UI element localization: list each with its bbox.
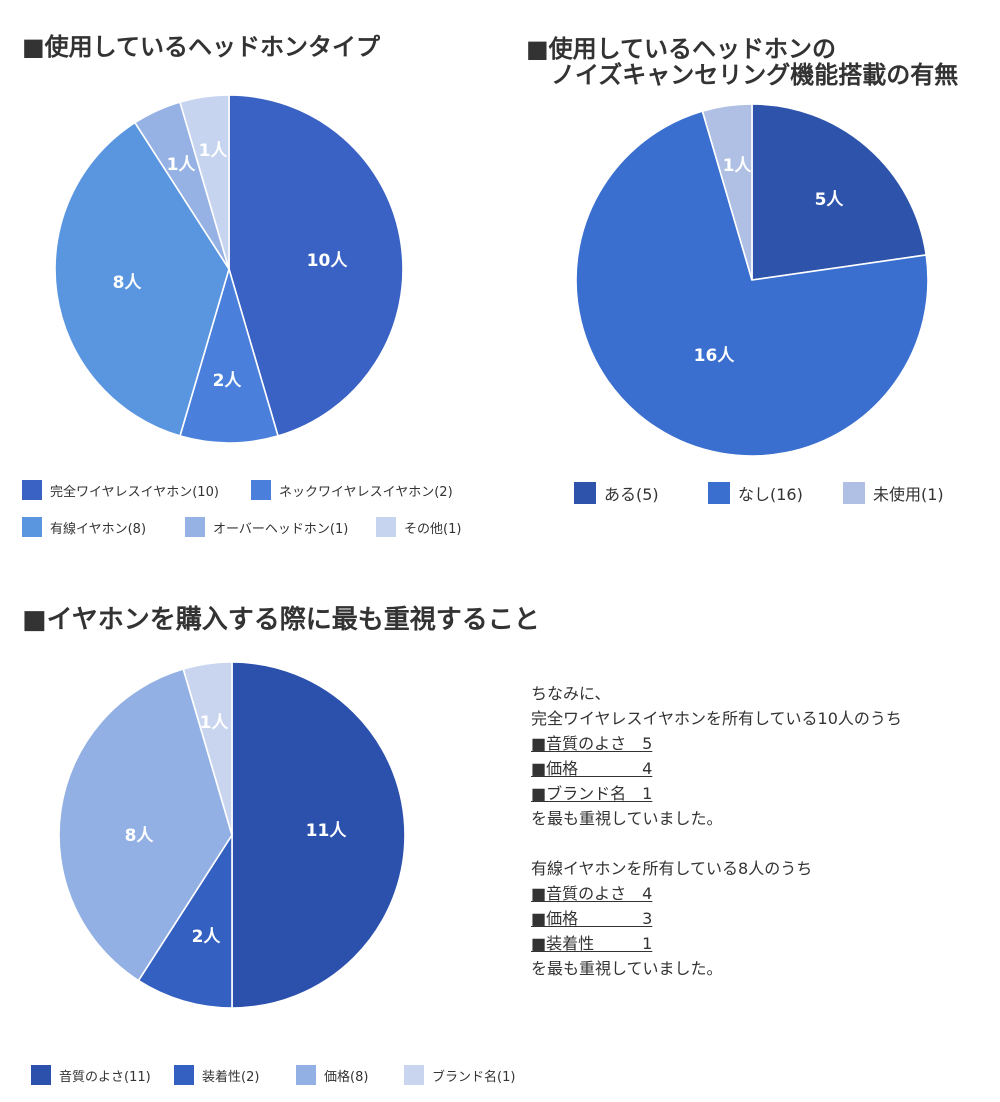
legend-item-2: ネックワイヤレスイヤホン(2) (251, 480, 453, 500)
legend-swatch (708, 482, 730, 504)
slice-label-3: 8人 (113, 273, 143, 293)
legend-swatch (376, 517, 396, 537)
legend-swatch (185, 517, 205, 537)
note-text-block: ちなみに、完全ワイヤレスイヤホンを所有している10人のうち ■音質のよさ 5 ■価格… (531, 681, 902, 981)
legend-swatch (296, 1065, 316, 1085)
legend-item-4: オーバーヘッドホン(1) (185, 517, 348, 537)
slice-label-1: 10人 (307, 251, 349, 271)
legend-swatch (843, 482, 865, 504)
legend-label: なし(16) (738, 485, 803, 504)
slice-label-2: 2人 (192, 927, 222, 947)
legend-label: その他(1) (404, 521, 462, 537)
legend-item-2: なし(16) (708, 481, 803, 505)
legend-swatch (22, 480, 42, 500)
pie-slice-1 (231, 661, 406, 1009)
note-line: ■価格 4 (531, 759, 653, 778)
slice-label-2: 2人 (213, 371, 243, 391)
legend-label: ブランド名(1) (432, 1069, 516, 1085)
slice-label-1: 11人 (306, 821, 348, 841)
legend-label: 有線イヤホン(8) (50, 521, 147, 537)
legend-label: 完全ワイヤレスイヤホン(10) (50, 484, 219, 500)
pie-slice-1 (751, 103, 928, 281)
legend-swatch (174, 1065, 194, 1085)
note-line: 有線イヤホンを所有している8人のうち (531, 859, 813, 878)
legend-item-3: 有線イヤホン(8) (22, 517, 146, 537)
note-line: を最も重視していました。 (531, 959, 723, 978)
note-line: ■価格 3 (531, 909, 653, 928)
legend-label: 価格(8) (324, 1069, 369, 1085)
chart3-title: ■イヤホンを購入する際に最も重視すること (22, 605, 540, 635)
pie-slice-4 (182, 661, 233, 836)
note-line: 完全ワイヤレスイヤホンを所有している10人のうち (531, 709, 902, 728)
slice-label-3: 1人 (723, 156, 753, 176)
legend-label: オーバーヘッドホン(1) (213, 521, 349, 537)
legend-label: ネックワイヤレスイヤホン(2) (279, 484, 453, 500)
slice-label-4: 1人 (200, 713, 230, 733)
slice-label-5: 1人 (199, 141, 229, 161)
legend-label: 音質のよさ(11) (59, 1069, 151, 1085)
legend-label: 装着性(2) (202, 1069, 260, 1085)
legend-swatch (251, 480, 271, 500)
note-line: ■装着性 1 (531, 934, 653, 953)
legend-swatch (22, 517, 42, 537)
legend-item-4: ブランド名(1) (404, 1065, 515, 1085)
note-line: ■音質のよさ 5 (531, 734, 653, 753)
pie-slice-5 (178, 94, 230, 270)
slice-label-4: 1人 (167, 155, 197, 175)
slice-label-3: 8人 (125, 826, 155, 846)
slice-label-1: 5人 (815, 190, 845, 210)
pie-slice-3 (701, 103, 753, 281)
legend-swatch (574, 482, 596, 504)
pie-slice-2 (137, 832, 233, 1009)
note-line: ■音質のよさ 4 (531, 884, 653, 903)
pie-slice-1 (228, 94, 404, 437)
legend-label: ある(5) (604, 485, 659, 504)
legend-item-5: その他(1) (376, 517, 461, 537)
note-line: を最も重視していました。 (531, 809, 723, 828)
slice-label-2: 16人 (694, 346, 736, 366)
chart2-title-line1: ■使用しているヘッドホンの (526, 35, 836, 63)
legend-item-1: 音質のよさ(11) (31, 1065, 151, 1085)
legend-item-1: ある(5) (574, 481, 659, 505)
legend-item-3: 未使用(1) (843, 481, 944, 505)
legend-item-1: 完全ワイヤレスイヤホン(10) (22, 480, 219, 500)
legend-label: 未使用(1) (873, 485, 944, 504)
legend-item-2: 装着性(2) (174, 1065, 259, 1085)
pie-slice-2 (575, 110, 929, 457)
chart1-title: ■使用しているヘッドホンタイプ (22, 33, 380, 61)
pie-slice-3 (58, 668, 233, 982)
pie-slice-2 (178, 266, 280, 444)
chart2-title: ■使用しているヘッドホンの ノイズキャンセリング機能搭載の有無 (526, 36, 958, 88)
note-line (531, 831, 902, 856)
chart2-title-line2: ノイズキャンセリング機能搭載の有無 (551, 61, 959, 89)
note-line: ■ブランド名 1 (531, 784, 653, 803)
legend-swatch (31, 1065, 51, 1085)
pie-slice-3 (54, 121, 230, 437)
note-line: ちなみに、 (531, 684, 611, 703)
legend-item-3: 価格(8) (296, 1065, 368, 1085)
legend-swatch (404, 1065, 424, 1085)
